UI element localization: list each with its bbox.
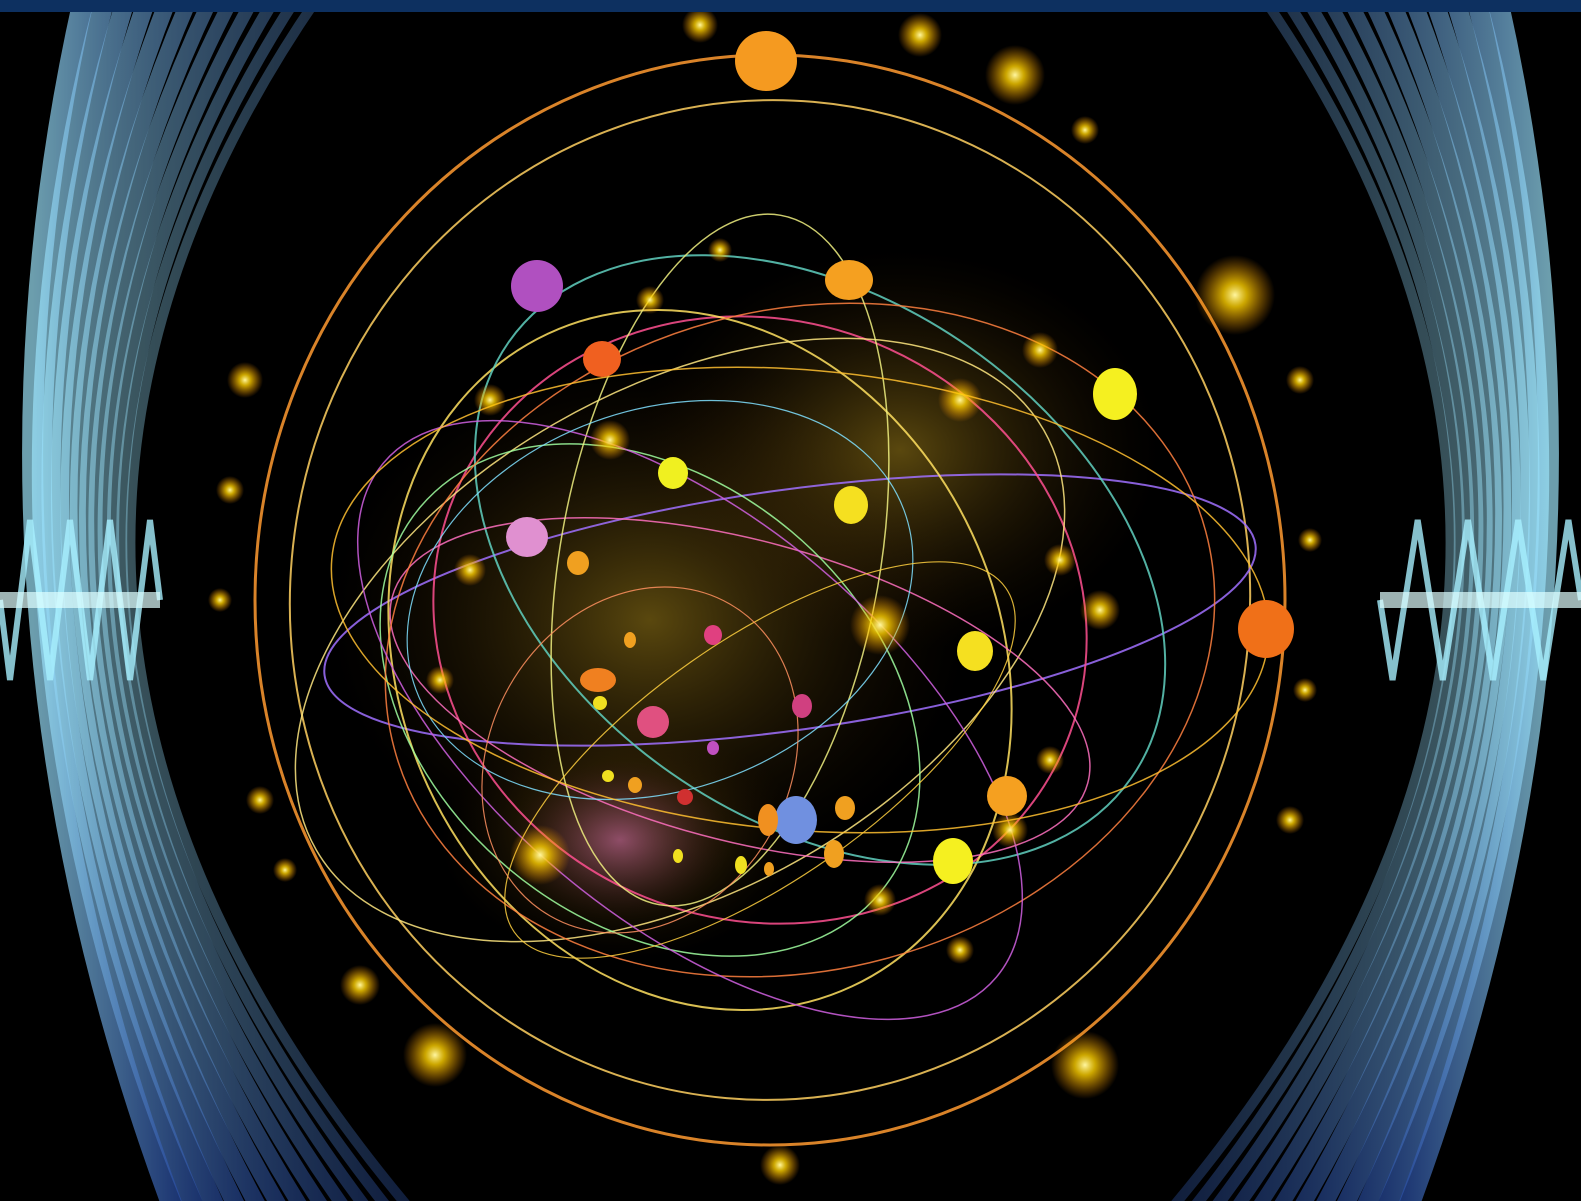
planet (580, 668, 616, 692)
planet (957, 631, 993, 671)
glow-dot (938, 378, 982, 422)
glow-dot (246, 786, 274, 814)
top-bar (0, 0, 1581, 12)
glow-dot (708, 238, 732, 262)
glow-dot (1195, 255, 1275, 335)
glow-dot (227, 362, 263, 398)
glow-dot (864, 884, 896, 916)
planet (775, 796, 817, 844)
glow-dot (1044, 544, 1076, 576)
planet (583, 341, 621, 377)
orbit (550, 213, 890, 907)
glow-dot (1071, 116, 1099, 144)
planet (673, 849, 683, 863)
planet (933, 838, 973, 884)
haze (510, 760, 730, 920)
glow-dot (1051, 1031, 1119, 1099)
glow-dot (403, 1023, 467, 1087)
planet (825, 260, 873, 300)
glow-dot (340, 965, 380, 1005)
glow-dot (1276, 806, 1304, 834)
planet (637, 706, 669, 738)
orbit (473, 254, 1167, 866)
planet (758, 804, 778, 836)
glow-dot (760, 1145, 800, 1185)
orbit (406, 399, 914, 801)
glow-dot (636, 286, 664, 314)
planet (624, 632, 636, 648)
glow-dot (946, 936, 974, 964)
orbit (323, 473, 1257, 747)
planet (506, 517, 548, 557)
glow-dot (1286, 366, 1314, 394)
planet (735, 856, 747, 874)
glow-dot (1036, 746, 1064, 774)
glow-dot (1022, 332, 1058, 368)
planet (735, 31, 797, 91)
glow-dot (216, 476, 244, 504)
glow-dot (1080, 590, 1120, 630)
planet (707, 741, 719, 755)
planets (506, 31, 1294, 884)
wave-core (1380, 592, 1581, 608)
planet (764, 862, 774, 876)
planet (1093, 368, 1137, 420)
glow-dot (454, 554, 486, 586)
planet (593, 696, 607, 710)
glow-dot (510, 825, 570, 885)
planet (704, 625, 722, 645)
planet (792, 694, 812, 718)
planet (628, 777, 642, 793)
orbit (387, 308, 1013, 1012)
glow-dot (850, 595, 910, 655)
glow-dot (208, 588, 232, 612)
glow-dot (590, 420, 630, 460)
planet (658, 457, 688, 489)
glow-dots (208, 7, 1322, 1185)
glow-dot (1293, 678, 1317, 702)
glow-dot (474, 384, 506, 416)
wave-core (0, 592, 160, 608)
planet (834, 486, 868, 524)
planet (511, 260, 563, 312)
glow-dot (1298, 528, 1322, 552)
glow-dot (992, 812, 1028, 848)
planet (677, 789, 693, 805)
planet (602, 770, 614, 782)
glow-dot (426, 666, 454, 694)
planet (987, 776, 1027, 816)
glow-dot (898, 13, 942, 57)
orbit (384, 302, 1216, 978)
planet (567, 551, 589, 575)
planet (824, 840, 844, 868)
glow-dot (273, 858, 297, 882)
planet (835, 796, 855, 820)
orbit (389, 516, 1091, 864)
glow-dot (682, 7, 718, 43)
glow-dot (985, 45, 1045, 105)
planet (1238, 600, 1294, 658)
